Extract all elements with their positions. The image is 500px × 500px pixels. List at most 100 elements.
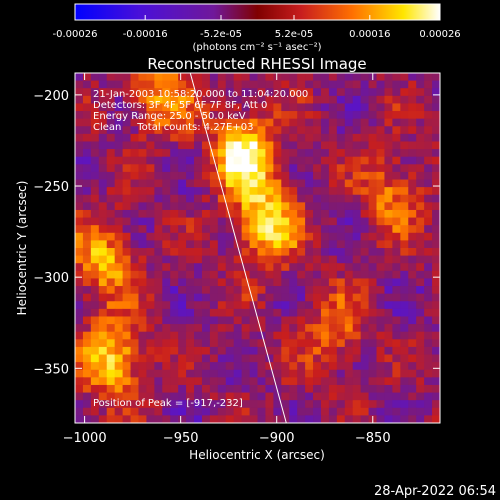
heatmap-cell: [217, 415, 227, 423]
heatmap-cell: [75, 194, 84, 203]
heatmap-cell: [138, 88, 148, 97]
heatmap-cell: [162, 324, 171, 333]
heatmap-cell: [225, 377, 235, 386]
heatmap-cell: [424, 270, 433, 280]
heatmap-cell: [201, 202, 211, 211]
heatmap-cell: [257, 270, 267, 280]
heatmap-cell: [400, 270, 409, 280]
heatmap-cell: [170, 278, 179, 287]
heatmap-cell: [146, 377, 155, 386]
heatmap-cell: [106, 225, 116, 234]
heatmap-cell: [106, 141, 116, 150]
heatmap-cell: [289, 202, 298, 211]
heatmap-cell: [75, 179, 84, 188]
heatmap-cell: [122, 187, 132, 196]
heatmap-cell: [265, 369, 274, 378]
heatmap-cell: [217, 149, 227, 158]
heatmap-cell: [178, 384, 187, 394]
heatmap-cell: [162, 179, 171, 188]
heatmap-cell: [170, 171, 179, 181]
heatmap-cell: [138, 73, 148, 82]
heatmap-cell: [336, 187, 346, 196]
heatmap-cell: [384, 308, 393, 318]
heatmap-cell: [408, 149, 417, 158]
heatmap-cell: [122, 126, 132, 135]
heatmap-cell: [114, 217, 124, 226]
heatmap-cell: [194, 103, 203, 112]
heatmap-cell: [114, 362, 124, 371]
heatmap-cell: [90, 270, 100, 280]
heatmap-cell: [194, 324, 203, 333]
heatmap-cell: [408, 331, 417, 340]
heatmap-cell: [82, 164, 92, 173]
heatmap-cell: [313, 308, 322, 318]
heatmap-cell: [416, 232, 425, 241]
heatmap-cell: [217, 377, 227, 386]
heatmap-cell: [265, 118, 274, 127]
heatmap-cell: [328, 369, 338, 378]
heatmap-cell: [392, 278, 401, 287]
axis-ticks: −1000 −950 −900 −850−200−250−300−350: [33, 73, 440, 446]
heatmap-cell: [328, 187, 338, 196]
heatmap-cell: [130, 225, 140, 234]
heatmap-cell: [186, 324, 195, 333]
heatmap-cell: [162, 278, 171, 287]
heatmap-cell: [201, 392, 211, 401]
heatmap-cell: [241, 194, 251, 203]
heatmap-cell: [130, 202, 140, 211]
heatmap-cell: [98, 400, 108, 409]
heatmap-cell: [376, 301, 386, 310]
heatmap-cell: [320, 171, 330, 181]
heatmap-cell: [416, 156, 425, 165]
heatmap-cell: [265, 141, 274, 150]
heatmap-cell: [106, 73, 116, 82]
heatmap-cell: [138, 255, 148, 264]
heatmap-cell: [186, 73, 195, 82]
heatmap-cell: [257, 377, 267, 386]
heatmap-cell: [265, 164, 274, 173]
heatmap-cell: [376, 369, 386, 378]
heatmap-cell: [305, 225, 314, 234]
heatmap-cell: [328, 255, 338, 264]
heatmap-cell: [344, 346, 354, 356]
heatmap-cell: [313, 255, 322, 264]
heatmap-cell: [320, 187, 330, 196]
heatmap-cell: [90, 400, 100, 409]
heatmap-cell: [352, 331, 362, 340]
heatmap-cell: [114, 232, 124, 241]
heatmap-cell: [154, 324, 163, 333]
heatmap-cell: [225, 286, 235, 295]
heatmap-cell: [90, 225, 100, 234]
heatmap-cell: [328, 362, 338, 371]
heatmap-cell: [257, 225, 267, 234]
heatmap-cell: [178, 339, 187, 348]
heatmap-cell: [320, 232, 330, 241]
heatmap-cell: [432, 202, 440, 211]
heatmap-cell: [162, 73, 171, 82]
y-tick-label: −300: [33, 271, 69, 286]
heatmap-cell: [384, 248, 393, 257]
heatmap-cell: [297, 141, 306, 150]
heatmap-cell: [320, 255, 330, 264]
heatmap-cell: [424, 232, 433, 241]
heatmap-cell: [384, 103, 393, 112]
heatmap-cell: [233, 179, 243, 188]
heatmap-cell: [392, 407, 401, 416]
heatmap-cell: [186, 392, 195, 401]
heatmap-cell: [225, 384, 235, 394]
heatmap-cell: [162, 217, 171, 226]
heatmap-cell: [305, 149, 314, 158]
heatmap-cell: [209, 255, 219, 264]
heatmap-cell: [249, 88, 259, 97]
heatmap-cell: [82, 171, 92, 181]
heatmap-cell: [90, 324, 100, 333]
heatmap-cell: [90, 255, 100, 264]
heatmap-cell: [194, 384, 203, 394]
heatmap-cell: [400, 111, 409, 120]
heatmap-cell: [98, 270, 108, 280]
heatmap-cell: [281, 202, 290, 211]
heatmap-cell: [289, 278, 298, 287]
heatmap-cell: [328, 270, 338, 280]
heatmap-cell: [273, 316, 282, 325]
heatmap-cell: [273, 354, 282, 363]
